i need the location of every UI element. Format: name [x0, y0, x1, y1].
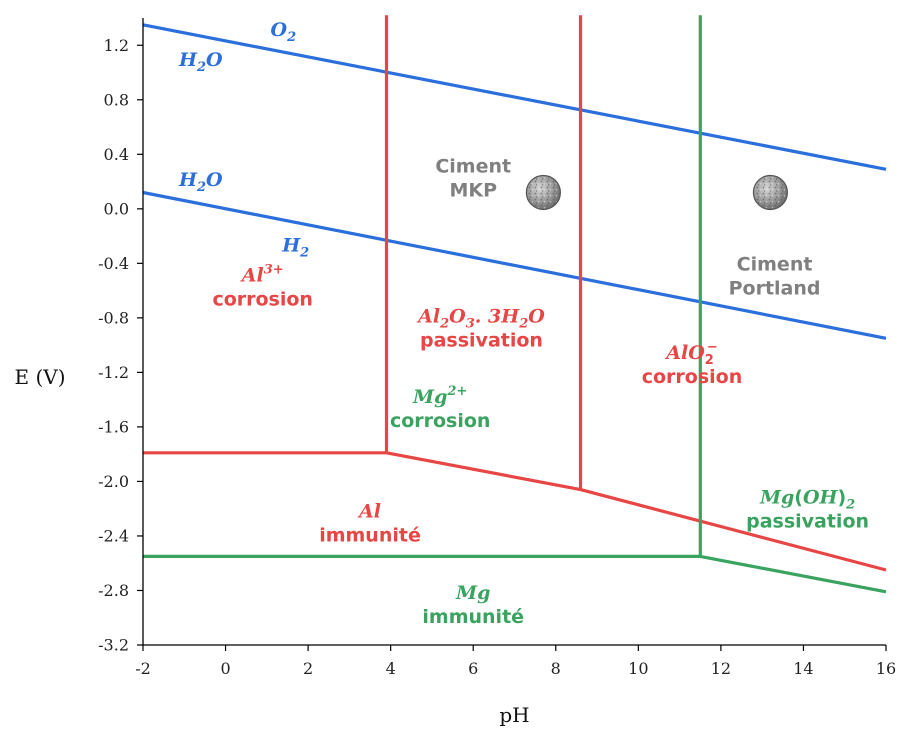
- y-tick-label: 0.0: [104, 199, 129, 218]
- x-tick-label: 8: [551, 659, 561, 678]
- annotation-al-5-line-2: corrosion: [212, 289, 313, 311]
- annotation-water-4-line-1: H2: [281, 234, 309, 260]
- x-tick-label: 14: [793, 659, 813, 678]
- annotation-mg-10-line-1: Mg(OH)2: [759, 487, 855, 513]
- line-water-1: [142, 23, 887, 171]
- annotation-mg-11-line-2: immunité: [422, 606, 524, 628]
- annotation-al-8-line-1: Al: [357, 500, 381, 522]
- cement-portland-marker: [752, 174, 789, 211]
- annotation-al-6-line-2: passivation: [420, 329, 543, 351]
- axes: -2 0 2 4 6 8 10 12 14 16 1.2 0.8 0.4 0.0 -0.4 -0.8 -1.2 -…: [98, 18, 896, 678]
- y-tick-label: -0.4: [98, 254, 129, 273]
- annotation-mg-9-line-2: corrosion: [390, 410, 491, 432]
- annotation-mg-10-line-2: passivation: [746, 511, 869, 533]
- markers: [525, 174, 789, 211]
- x-tick-label: 10: [628, 659, 648, 678]
- annotation-water-1-line-1: O2: [271, 19, 297, 45]
- x-tick-label: 0: [220, 659, 230, 678]
- y-tick-label: -2.8: [98, 581, 129, 600]
- annotation-water-2-line-1: H2O: [178, 49, 223, 75]
- annotation-mg-11-line-1: Mg: [455, 582, 490, 604]
- line-water-2: [142, 190, 887, 340]
- cement-mkp-marker: [525, 174, 561, 211]
- y-axis-title: E (V): [14, 365, 65, 389]
- x-tick-label: 6: [468, 659, 478, 678]
- x-tick-label: 4: [386, 659, 396, 678]
- x-tick-label: -2: [135, 659, 151, 678]
- y-tick-label: -0.8: [98, 308, 129, 327]
- x-tick-label: 12: [711, 659, 731, 678]
- y-tick-label: -2.4: [98, 526, 129, 545]
- annotation-cement-13-line-2: Portland: [729, 278, 821, 300]
- x-tick-label: 16: [876, 659, 896, 678]
- y-tick-label: 0.8: [104, 90, 129, 109]
- annotation-al-5-line-1: Al3+: [240, 263, 284, 287]
- y-tick-label: 1.2: [104, 36, 129, 55]
- annotation-cement-13-line-1: Ciment: [737, 254, 813, 276]
- annotation-cement-12-line-1: Ciment: [435, 156, 511, 178]
- annotation-al-7-line-2: corrosion: [642, 366, 743, 388]
- x-axis-title: pH: [499, 703, 529, 727]
- annotation-water-3-line-1: H2O: [178, 169, 223, 195]
- annotation-cement-12-line-2: MKP: [449, 180, 497, 202]
- annotation-al-6-line-1: Al2O3. 3H2O: [416, 305, 545, 331]
- annotation-al-7-line-1: AlO2−: [664, 340, 717, 368]
- y-tick-label: -2.0: [98, 472, 129, 491]
- y-tick-label: -1.2: [98, 363, 129, 382]
- x-tick-label: 2: [303, 659, 313, 678]
- annotation-mg-9-line-1: Mg2+: [412, 384, 467, 408]
- y-tick-label: -3.2: [98, 636, 129, 655]
- plot-lines: [142, 15, 887, 594]
- y-tick-label: -1.6: [98, 417, 129, 436]
- annotation-al-8-line-2: immunité: [319, 524, 421, 546]
- line-mg-7: [143, 554, 887, 594]
- y-tick-label: 0.4: [104, 145, 129, 164]
